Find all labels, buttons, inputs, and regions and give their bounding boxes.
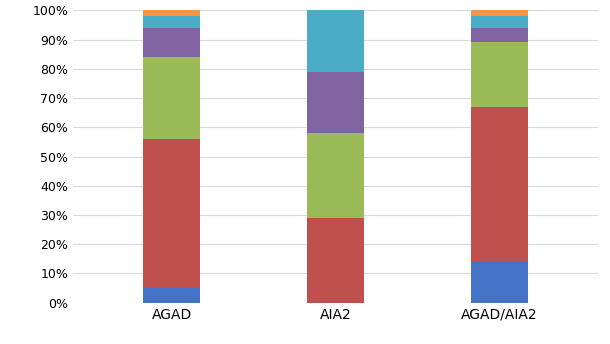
Bar	[471, 10, 528, 16]
Bar	[471, 107, 528, 262]
Bar	[307, 218, 364, 303]
Bar	[143, 10, 200, 16]
Bar	[143, 16, 200, 28]
Bar	[143, 288, 200, 303]
Bar	[307, 10, 364, 72]
Bar	[143, 57, 200, 139]
Bar	[471, 43, 528, 107]
Bar	[143, 139, 200, 288]
Bar	[307, 72, 364, 133]
Bar	[471, 16, 528, 28]
Bar	[471, 28, 528, 43]
Bar	[307, 133, 364, 218]
Bar	[143, 28, 200, 57]
Bar	[471, 262, 528, 303]
